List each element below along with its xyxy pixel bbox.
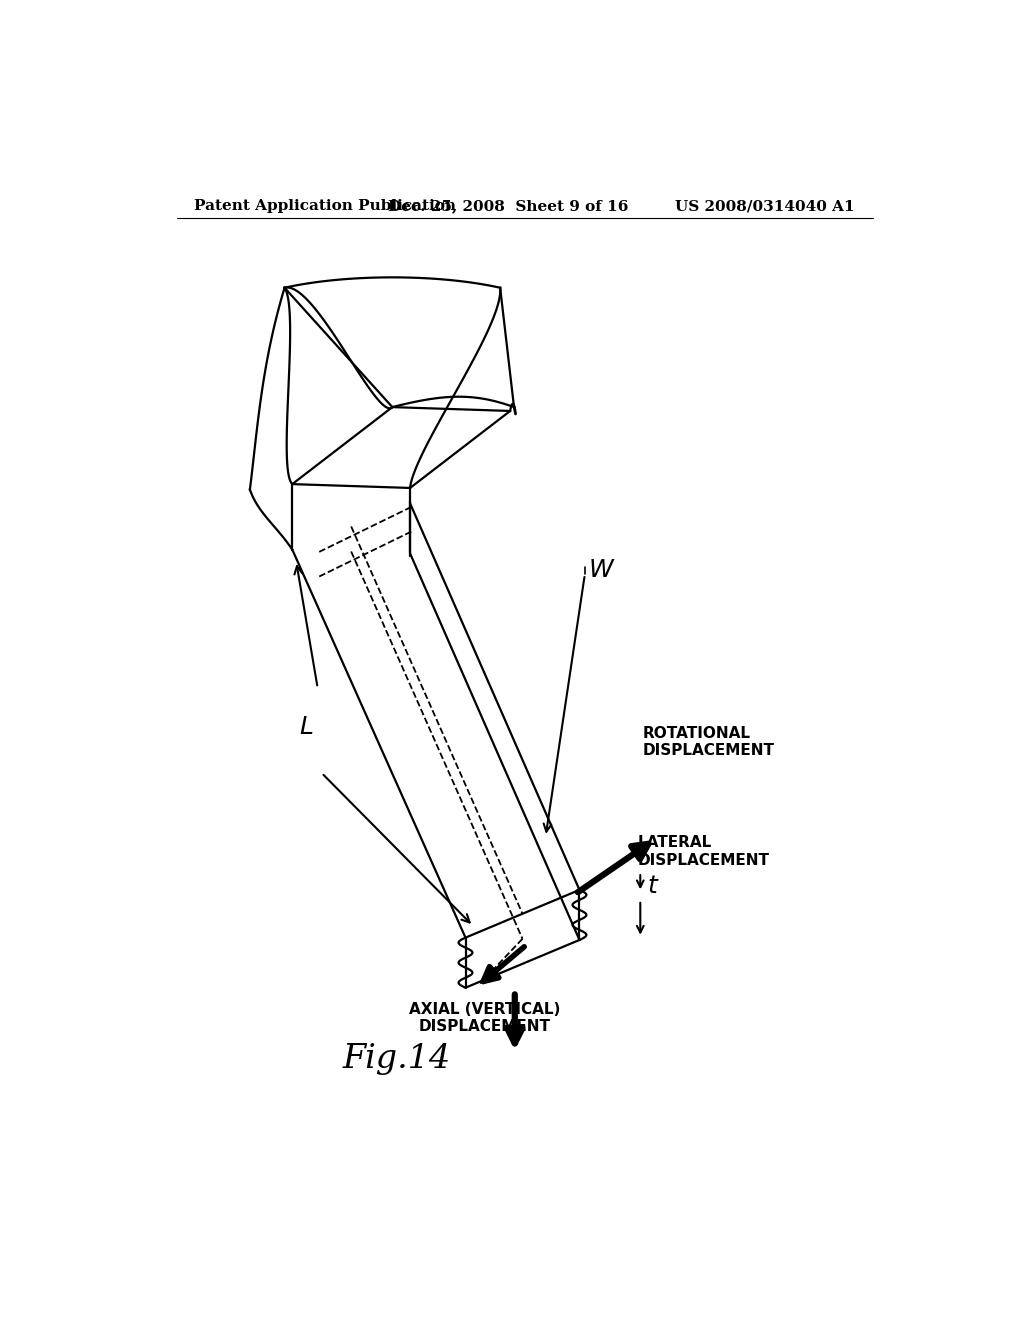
Text: AXIAL (VERTICAL)
DISPLACEMENT: AXIAL (VERTICAL) DISPLACEMENT xyxy=(409,1002,560,1034)
Text: W: W xyxy=(589,558,613,582)
Text: t: t xyxy=(648,874,657,898)
Text: LATERAL
DISPLACEMENT: LATERAL DISPLACEMENT xyxy=(637,836,769,867)
Text: Patent Application Publication: Patent Application Publication xyxy=(195,199,457,213)
Text: L: L xyxy=(299,714,313,739)
Text: Dec. 25, 2008  Sheet 9 of 16: Dec. 25, 2008 Sheet 9 of 16 xyxy=(388,199,628,213)
Text: Fig.14: Fig.14 xyxy=(342,1043,451,1076)
Text: ROTATIONAL
DISPLACEMENT: ROTATIONAL DISPLACEMENT xyxy=(643,726,774,758)
Text: US 2008/0314040 A1: US 2008/0314040 A1 xyxy=(675,199,854,213)
